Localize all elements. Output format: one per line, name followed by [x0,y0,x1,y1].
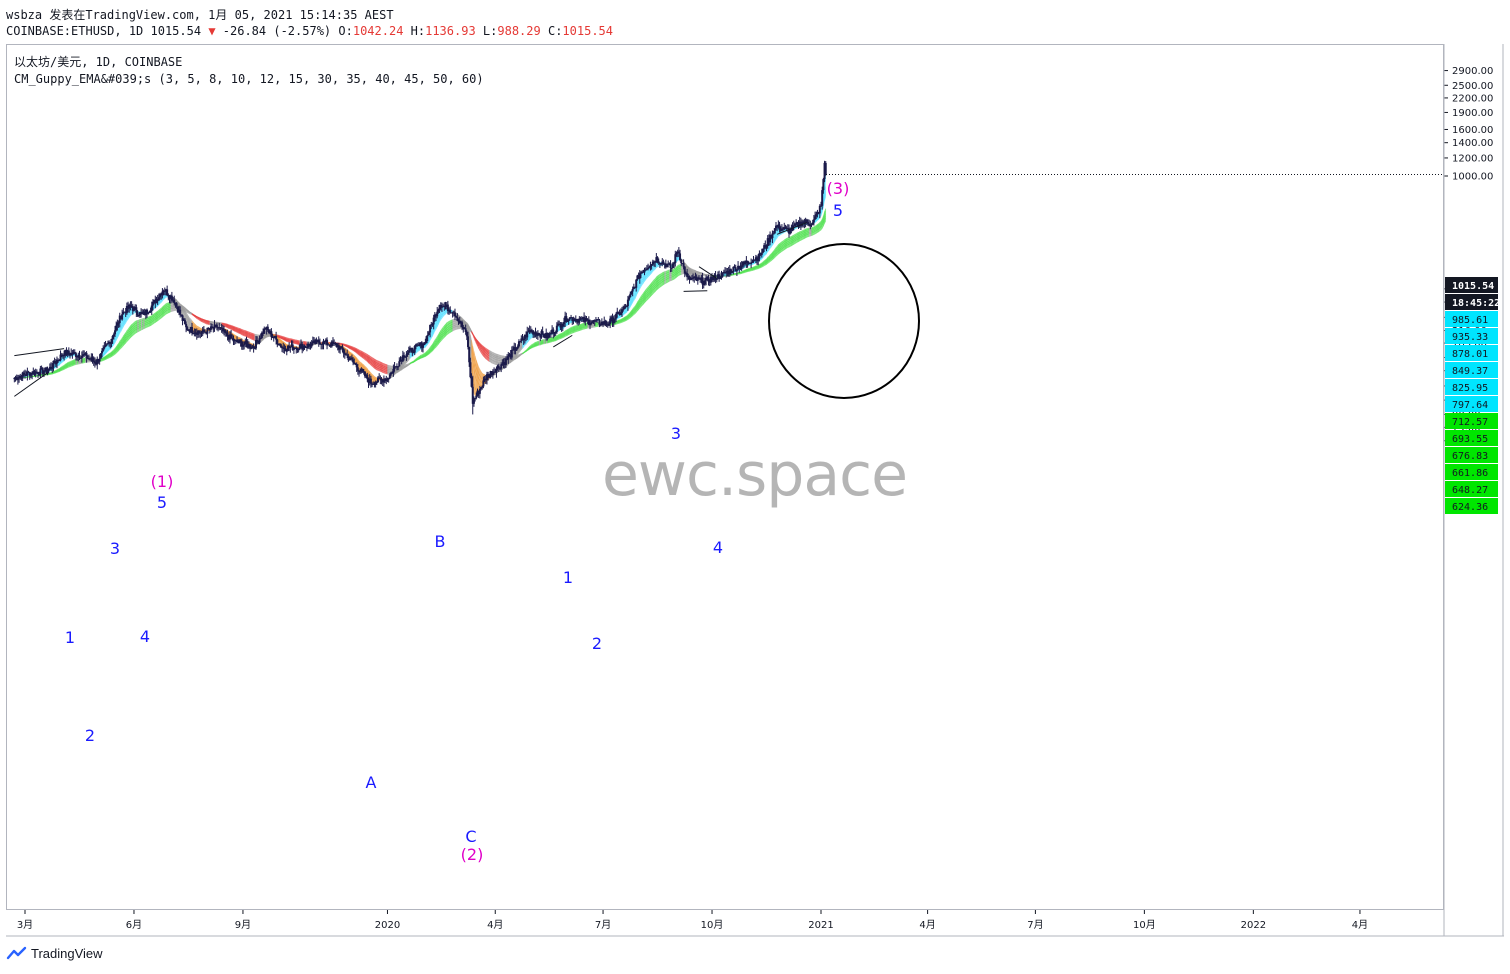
y-tick-label: 185.00 [1452,339,1487,350]
x-tick-label: 3月 [17,919,33,931]
x-tick-label: 7月 [1027,919,1043,931]
open-label: O: [338,24,353,38]
y-tick-label: 1000.00 [1452,172,1493,183]
y-tick-label: 1600.00 [1452,125,1493,136]
x-tick-label: 7月 [595,919,611,931]
change-arrow: ▼ [208,24,216,38]
ticker-label[interactable]: COINBASE:ETHUSD, 1D 1015.54 [6,24,202,38]
y-tick-label: 2900.00 [1452,66,1493,77]
x-tick-label: 4月 [1352,919,1368,931]
y-tick-label: 1900.00 [1452,108,1493,119]
ohlc-line: COINBASE:ETHUSD, 1D 1015.54 ▼ -26.84 (-2… [6,24,613,38]
y-tick-label: 1200.00 [1452,153,1493,164]
y-tick-label: 1400.00 [1452,138,1493,149]
close-value: 1015.54 [562,24,613,38]
x-tick-label: 10月 [1133,919,1156,931]
close-label: C: [547,24,563,38]
open-value: 1042.24 [352,24,404,38]
low-value: 988.29 [497,24,541,38]
x-tick-label: 2022 [1241,920,1266,931]
x-tick-label: 2020 [375,920,400,931]
x-tick-label: 2021 [808,920,833,931]
x-tick-label: 6月 [126,919,142,931]
y-tick-label: 2500.00 [1452,81,1493,92]
x-tick-label: 10月 [701,919,724,931]
high-label: H: [410,24,426,38]
change-value: -26.84 (-2.57%) [222,24,332,38]
x-tick-label: 9月 [235,919,251,931]
publish-info: wsbza 发表在TradingView.com, 1月 05, 2021 15… [6,8,394,22]
y-tick-label: 2200.00 [1452,93,1493,104]
high-value: 1136.93 [425,24,476,38]
x-tick-label: 4月 [487,919,503,931]
x-tick-label: 4月 [919,919,935,931]
low-label: L: [482,24,498,38]
